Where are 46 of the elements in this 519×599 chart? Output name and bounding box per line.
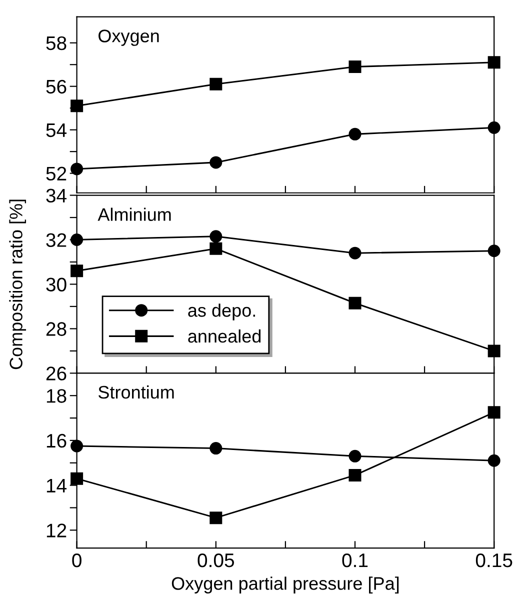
point <box>348 296 362 310</box>
y-tick-label: 32 <box>46 233 66 247</box>
x-tick-label: 0.05 <box>198 553 234 568</box>
y-tick-label: 26 <box>46 366 66 380</box>
y-tick-label: 34 <box>46 188 67 203</box>
point <box>348 128 362 140</box>
point <box>70 472 84 485</box>
point <box>488 56 500 69</box>
point <box>488 406 500 419</box>
y-tick-label: 54 <box>46 123 67 138</box>
annotation: Strontium <box>98 385 174 399</box>
y-tick-label: 12 <box>46 524 66 538</box>
y-tick-label: 16 <box>46 434 66 448</box>
y-tick-label: 14 <box>46 478 67 492</box>
point <box>348 468 362 482</box>
point <box>210 512 222 524</box>
x-tick-label: 0.1 <box>342 553 368 568</box>
point <box>488 454 500 467</box>
legend-label: annealed <box>188 329 261 343</box>
y-tick-label: 28 <box>46 322 66 336</box>
point <box>70 162 84 176</box>
point <box>210 242 222 255</box>
point <box>70 440 84 452</box>
y-tick-label: 58 <box>46 36 66 50</box>
point <box>210 156 222 169</box>
y-tick-label: 30 <box>46 278 66 292</box>
legend-label: as depo. <box>188 304 256 320</box>
point <box>488 344 500 358</box>
y-tick-label: 56 <box>46 80 66 94</box>
point <box>348 450 362 462</box>
point <box>488 244 500 258</box>
y-axis-title: Composition ratio [%] <box>9 200 26 370</box>
annotation: Oxygen <box>98 30 159 46</box>
point <box>210 442 222 455</box>
x-axis-title: Oxygen partial pressure [Pa] <box>172 576 399 594</box>
x-tick-label: 0.15 <box>476 553 512 568</box>
point <box>348 60 362 74</box>
x-tick-label: 0 <box>72 553 82 568</box>
annotation: Alminium <box>98 208 171 221</box>
point <box>488 121 500 134</box>
point <box>210 230 222 243</box>
point <box>348 246 362 260</box>
point <box>70 264 84 278</box>
point <box>210 78 222 90</box>
y-tick-label: 52 <box>46 166 66 181</box>
y-tick-label: 18 <box>46 389 66 403</box>
